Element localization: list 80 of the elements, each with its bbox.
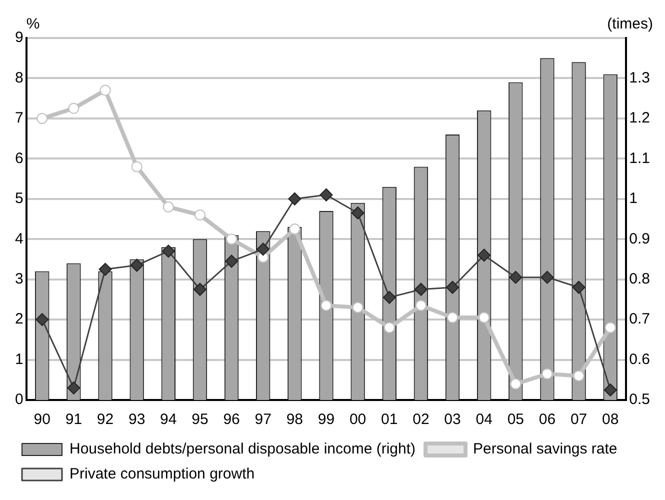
x-tick-label: 90 [34, 411, 50, 428]
y-tick-label: 5 [15, 190, 24, 208]
y2-axis-title: (times) [607, 16, 654, 33]
point [572, 280, 586, 294]
y-tick-label: 0 [15, 391, 24, 408]
x-tick-label: 06 [538, 411, 556, 428]
y2-tick-label: 1 [629, 190, 638, 208]
point [226, 234, 238, 245]
x-tick-label: 00 [349, 411, 366, 428]
point [162, 244, 175, 258]
legend-label: Private consumption growth [70, 466, 255, 483]
y-tick-label: 8 [15, 69, 24, 86]
point [194, 209, 206, 220]
point [446, 280, 460, 294]
y-tick-label: 7 [15, 110, 24, 127]
point [352, 302, 364, 313]
x-tick-label: 99 [318, 411, 335, 428]
y2-tick-label: 0.7 [629, 310, 650, 328]
legend-label: Personal savings rate [473, 440, 618, 458]
point [225, 254, 238, 268]
y-tick-label: 9 [15, 29, 24, 46]
x-tick-label: 93 [128, 411, 146, 428]
x-tick-label: 94 [160, 411, 177, 428]
point [289, 224, 300, 235]
x-tick-label: 97 [254, 411, 272, 428]
y-axis-title: % [26, 16, 40, 33]
point [604, 322, 616, 334]
point [573, 370, 584, 382]
y2-tick-label: 1.1 [629, 150, 650, 167]
point [131, 161, 142, 172]
y2-tick-label: 0.8 [629, 270, 650, 288]
point [320, 188, 333, 202]
point [256, 242, 270, 256]
point [604, 383, 617, 396]
y-tick-label: 1 [15, 350, 24, 368]
point [288, 192, 302, 206]
x-tick-label: 91 [65, 411, 82, 428]
point [510, 378, 522, 390]
point [478, 312, 490, 324]
x-tick-label: 98 [286, 411, 304, 428]
x-tick-label: 92 [96, 411, 114, 428]
x-tick-label: 08 [602, 411, 619, 428]
point [509, 270, 522, 284]
x-tick-label: 95 [192, 411, 208, 428]
point [67, 381, 80, 394]
point [478, 248, 491, 262]
x-tick-label: 04 [476, 411, 492, 428]
point [68, 102, 80, 114]
point [98, 262, 112, 276]
y2-tick-label: 0.6 [629, 350, 650, 368]
point [130, 258, 144, 272]
y2-tick-label: 0.5 [629, 391, 650, 408]
point [414, 282, 428, 296]
point [540, 270, 554, 284]
point [162, 201, 174, 212]
point [36, 313, 49, 326]
y-tick-label: 2 [15, 310, 24, 328]
legend-label: Household debts/personal disposable income (right) [70, 440, 416, 458]
point [100, 84, 111, 96]
x-tick-label: 03 [444, 411, 461, 428]
point [351, 206, 364, 220]
x-tick-label: 02 [412, 411, 430, 428]
point [193, 282, 206, 296]
y2-tick-label: 1.2 [629, 110, 650, 127]
point [36, 112, 48, 124]
x-tick-label: 96 [223, 411, 240, 428]
point [415, 300, 426, 311]
y2-tick-label: 1.3 [629, 69, 650, 86]
point [447, 312, 458, 324]
point [382, 290, 396, 304]
y-tick-label: 3 [15, 270, 24, 288]
y-tick-label: 4 [15, 230, 24, 248]
point [384, 322, 395, 334]
y-tick-label: 6 [15, 150, 24, 167]
x-tick-label: 07 [570, 411, 588, 428]
y2-tick-label: 0.9 [629, 230, 650, 248]
x-tick-label: 05 [507, 411, 524, 428]
point [542, 368, 553, 380]
point [320, 300, 332, 311]
x-tick-label: 01 [381, 411, 398, 428]
